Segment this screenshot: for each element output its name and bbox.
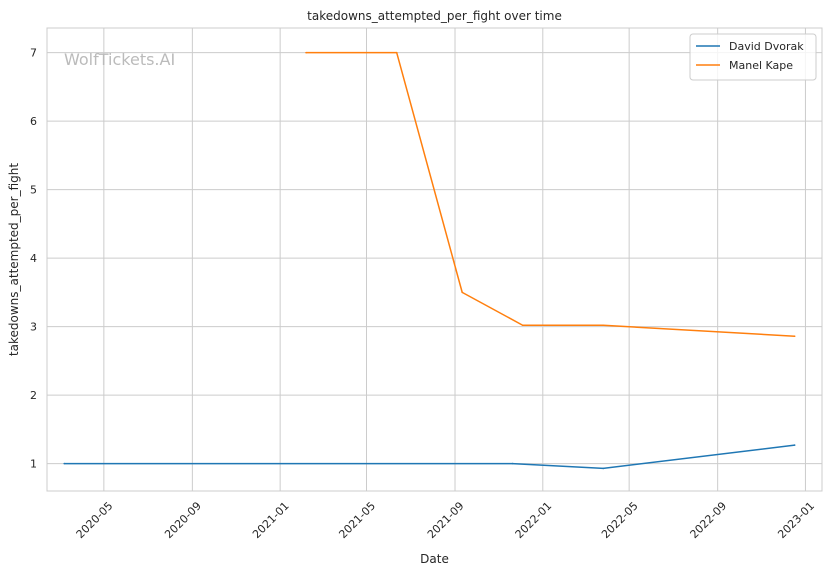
x-tick-label: 2020-05 xyxy=(74,499,116,541)
x-tick-label: 2020-09 xyxy=(162,499,204,541)
series-lines xyxy=(63,51,796,470)
series-line-david-dvorak xyxy=(64,444,795,470)
plot-background xyxy=(47,28,822,491)
plot-frame xyxy=(46,27,823,492)
y-tick-label: 1 xyxy=(30,458,37,471)
x-axis-label: Date xyxy=(420,552,449,566)
x-tick-label: 2021-01 xyxy=(250,499,292,541)
y-tick-label: 7 xyxy=(30,47,37,60)
y-tick-label: 3 xyxy=(30,321,37,334)
data-point-manel-kape xyxy=(461,291,464,294)
y-tick-label: 2 xyxy=(30,389,37,402)
x-tick-label: 2022-01 xyxy=(513,499,555,541)
y-tick-label: 4 xyxy=(30,252,37,265)
x-tick-label: 2022-05 xyxy=(599,499,641,541)
legend-box xyxy=(689,33,817,81)
legend-label: Manel Kape xyxy=(729,59,793,72)
legend: David Dvorak Manel Kape xyxy=(689,33,817,81)
series-line-manel-kape xyxy=(306,51,795,337)
data-point-manel-kape xyxy=(602,324,605,327)
data-point-david-dvorak xyxy=(63,462,66,465)
y-axis-label: takedowns_attempted_per_fight xyxy=(7,163,21,356)
x-tick-label: 2023-01 xyxy=(775,499,817,541)
y-axis-ticks: 1 2 3 4 5 6 7 xyxy=(30,47,37,471)
data-point-manel-kape xyxy=(521,324,524,327)
chart-title: takedowns_attempted_per_fight over time xyxy=(307,9,562,23)
data-point-manel-kape xyxy=(395,51,398,54)
x-tick-label: 2022-09 xyxy=(688,499,730,541)
data-point-david-dvorak xyxy=(602,467,605,470)
legend-label: David Dvorak xyxy=(729,40,804,53)
x-tick-label: 2021-05 xyxy=(336,499,378,541)
data-point-david-dvorak xyxy=(511,462,514,465)
data-point-manel-kape xyxy=(793,335,796,338)
x-axis-ticks: 2020-05 2020-09 2021-01 2021-05 2021-09 2022-… xyxy=(74,499,817,541)
y-tick-label: 6 xyxy=(30,115,37,128)
watermark: WolfTickets.AI xyxy=(64,50,175,69)
data-point-david-dvorak xyxy=(793,444,796,446)
y-tick-label: 5 xyxy=(30,184,37,197)
data-point-manel-kape xyxy=(305,51,307,54)
x-tick-label: 2021-09 xyxy=(425,499,467,541)
